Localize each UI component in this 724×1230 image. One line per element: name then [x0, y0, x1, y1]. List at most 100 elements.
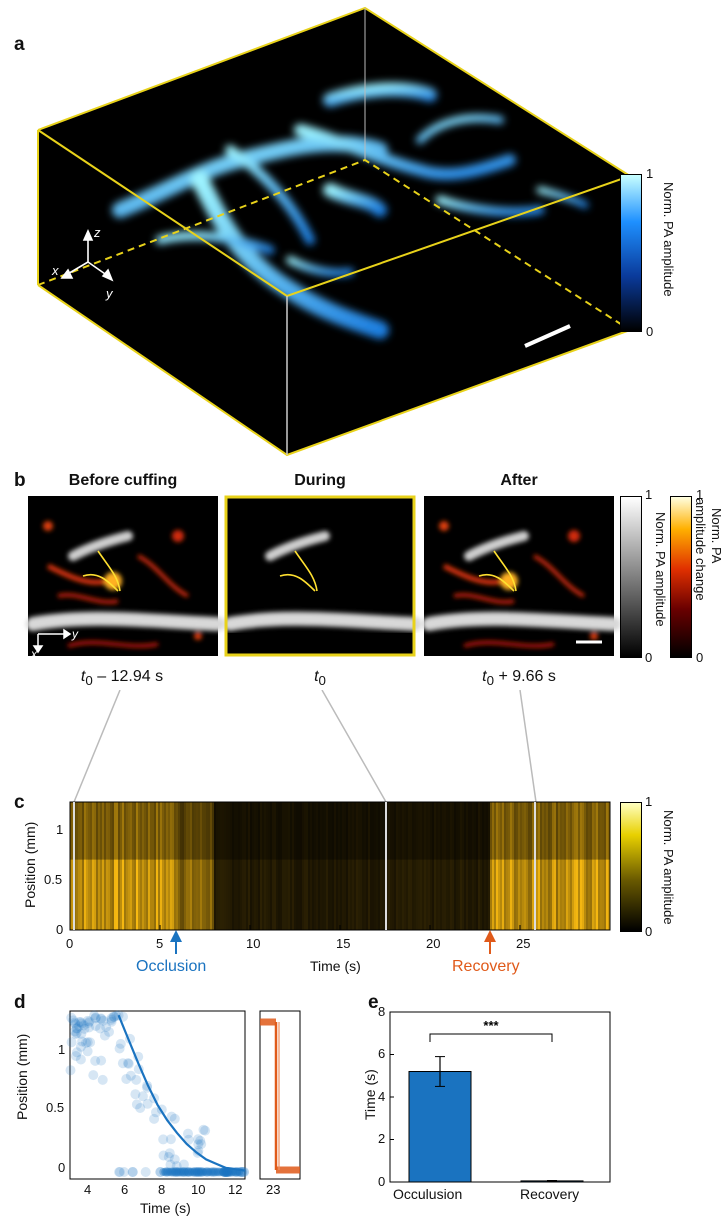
e-ytick-0: 0 — [378, 1174, 386, 1189]
scatter-point — [215, 1168, 224, 1176]
scatter-point — [162, 1167, 173, 1177]
scatter-point — [193, 1134, 203, 1145]
heatmap-column — [460, 802, 463, 930]
heatmap-column — [310, 802, 313, 930]
heatmap-column-shade — [256, 802, 259, 860]
heatmap-column — [332, 802, 335, 930]
heatmap-column — [166, 802, 169, 930]
heatmap-column-shade — [134, 802, 137, 860]
heatmap-column — [78, 802, 81, 930]
heatmap-column — [244, 802, 247, 930]
scatter-point — [180, 1168, 189, 1176]
heatmap-column — [432, 802, 435, 930]
heatmap-column — [74, 802, 77, 930]
heatmap-column — [596, 802, 599, 930]
heatmap-column-shade — [556, 802, 559, 860]
heatmap-column-shade — [162, 802, 165, 860]
scatter-point — [178, 1167, 189, 1177]
heatmap-area — [70, 802, 611, 930]
heatmap-column-shade — [382, 802, 385, 860]
colorbar-c-label: Norm. PA amplitude — [661, 810, 676, 925]
heatmap-column — [480, 802, 483, 930]
scatter-point — [95, 1023, 106, 1034]
scatter-point — [114, 1043, 125, 1054]
scatter-point — [202, 1168, 211, 1176]
heatmap-column — [514, 802, 517, 930]
heatmap-column-shade — [94, 802, 97, 860]
heatmap-column — [364, 802, 367, 930]
e-ylabel: Time (s) — [362, 1069, 378, 1120]
colorbar-hot-label-2: amplitude change — [693, 498, 708, 601]
colorbar-gray-min: 0 — [645, 650, 653, 665]
heatmap-column-shade — [250, 802, 253, 860]
scatter-point — [219, 1167, 230, 1177]
d-ytick-1: 1 — [58, 1042, 66, 1057]
heatmap-column — [500, 802, 503, 930]
heatmap-column-shade — [604, 802, 607, 860]
scatter-point — [75, 1041, 86, 1052]
heatmap-column-shade — [116, 802, 119, 860]
heatmap-column — [486, 802, 489, 930]
heatmap-column — [128, 802, 131, 930]
heatmap-column-shade — [86, 802, 89, 860]
heatmap-column — [162, 802, 165, 930]
scatter-point — [72, 1047, 82, 1058]
heatmap-column-shade — [510, 802, 513, 860]
heatmap-column-shade — [164, 802, 167, 860]
image-axis-x: x — [30, 647, 38, 661]
heatmap-column — [550, 802, 553, 930]
scatter-point — [190, 1168, 199, 1176]
colorbar-hot-label-1: Norm. PA — [709, 508, 724, 564]
heatmap-column — [70, 802, 73, 930]
heatmap-column — [210, 802, 213, 930]
volume-top-face — [38, 8, 630, 296]
scatter-point — [197, 1167, 208, 1177]
heatmap-column — [602, 802, 605, 930]
scatter-point — [206, 1167, 217, 1177]
heatmap-column — [222, 802, 225, 930]
heatmap-column — [442, 802, 445, 930]
scatter-point — [70, 1029, 81, 1040]
heatmap-column — [346, 802, 349, 930]
heatmap-column — [188, 802, 191, 930]
scatter-point — [165, 1159, 176, 1170]
scatter-point — [90, 1012, 101, 1023]
scatter-point — [68, 1015, 79, 1026]
scatter-point — [84, 1022, 94, 1033]
scatter-point — [123, 1058, 133, 1069]
heatmap-column-shade — [532, 802, 535, 860]
heatmap-column-shade — [196, 802, 199, 860]
scatter-point — [221, 1167, 232, 1177]
heatmap-column — [466, 802, 469, 930]
heatmap-column-shade — [206, 802, 209, 860]
heatmap-column-shade — [410, 802, 413, 860]
heatmap-column — [522, 802, 525, 930]
heatmap-column-shade — [232, 802, 235, 860]
heatmap-column — [544, 802, 547, 930]
heatmap-column-shade — [276, 802, 279, 860]
scatter-point — [193, 1167, 204, 1177]
heatmap-column — [462, 802, 465, 930]
scatter-point — [158, 1134, 169, 1145]
heatmap-column-shade — [306, 802, 309, 860]
heatmap-column-shade — [550, 802, 553, 860]
heatmap-column — [116, 802, 119, 930]
heatmap-column-shade — [376, 802, 379, 860]
image-during — [225, 495, 415, 657]
scatter-point — [219, 1167, 229, 1177]
heatmap-column — [570, 802, 573, 930]
heatmap-column — [238, 802, 241, 930]
scatter-point — [131, 1099, 142, 1110]
heatmap-column-shade — [436, 802, 439, 860]
heatmap-column — [592, 802, 595, 930]
heatmap-column — [104, 802, 107, 930]
heatmap-column — [158, 802, 161, 930]
scatter-point — [123, 1058, 134, 1069]
heatmap-column — [148, 802, 151, 930]
heatmap-column — [274, 802, 277, 930]
heatmap-column — [458, 802, 461, 930]
heatmap-column — [418, 802, 421, 930]
heatmap-column-shade — [592, 802, 595, 860]
heatmap-column-shade — [362, 802, 365, 860]
scatter-point — [66, 1037, 77, 1048]
